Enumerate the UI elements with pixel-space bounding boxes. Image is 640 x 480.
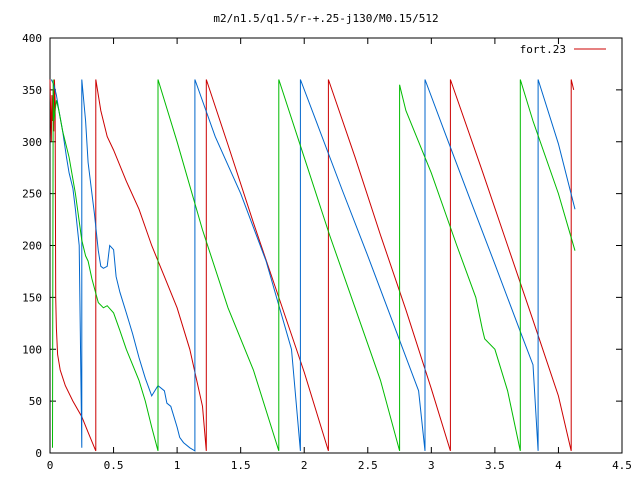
y-tick-label: 150	[22, 291, 42, 304]
legend: fort.23	[520, 43, 606, 56]
y-tick-label: 350	[22, 84, 42, 97]
legend-label: fort.23	[520, 43, 566, 56]
series-line-2	[50, 79, 576, 452]
series-line-3	[52, 79, 576, 452]
chart-title: m2/n1.5/q1.5/r-+.25-j130/M0.15/512	[213, 12, 438, 25]
y-tick-label: 400	[22, 32, 42, 45]
series-layer	[49, 79, 576, 452]
axis-ticks: 0 0.5 1 1.5 2 2.5 3 3.5 4 4.5 0 50 100 150 200 250 300 35…	[22, 32, 632, 472]
x-tick-label: 0.5	[104, 459, 124, 472]
x-tick-label: 2.5	[358, 459, 378, 472]
x-tick-label: 3	[428, 459, 435, 472]
x-tick-label: 1.5	[231, 459, 251, 472]
x-tick-label: 2	[301, 459, 308, 472]
y-tick-label: 300	[22, 136, 42, 149]
y-tick-label: 50	[29, 395, 42, 408]
y-tick-label: 250	[22, 188, 42, 201]
x-tick-label: 3.5	[485, 459, 505, 472]
y-tick-label: 0	[35, 447, 42, 460]
x-tick-label: 0	[47, 459, 54, 472]
x-tick-label: 4.5	[612, 459, 632, 472]
y-tick-label: 200	[22, 240, 42, 253]
series-line-1	[49, 79, 575, 452]
y-tick-label: 100	[22, 343, 42, 356]
x-tick-label: 4	[555, 459, 562, 472]
x-tick-label: 1	[174, 459, 181, 472]
